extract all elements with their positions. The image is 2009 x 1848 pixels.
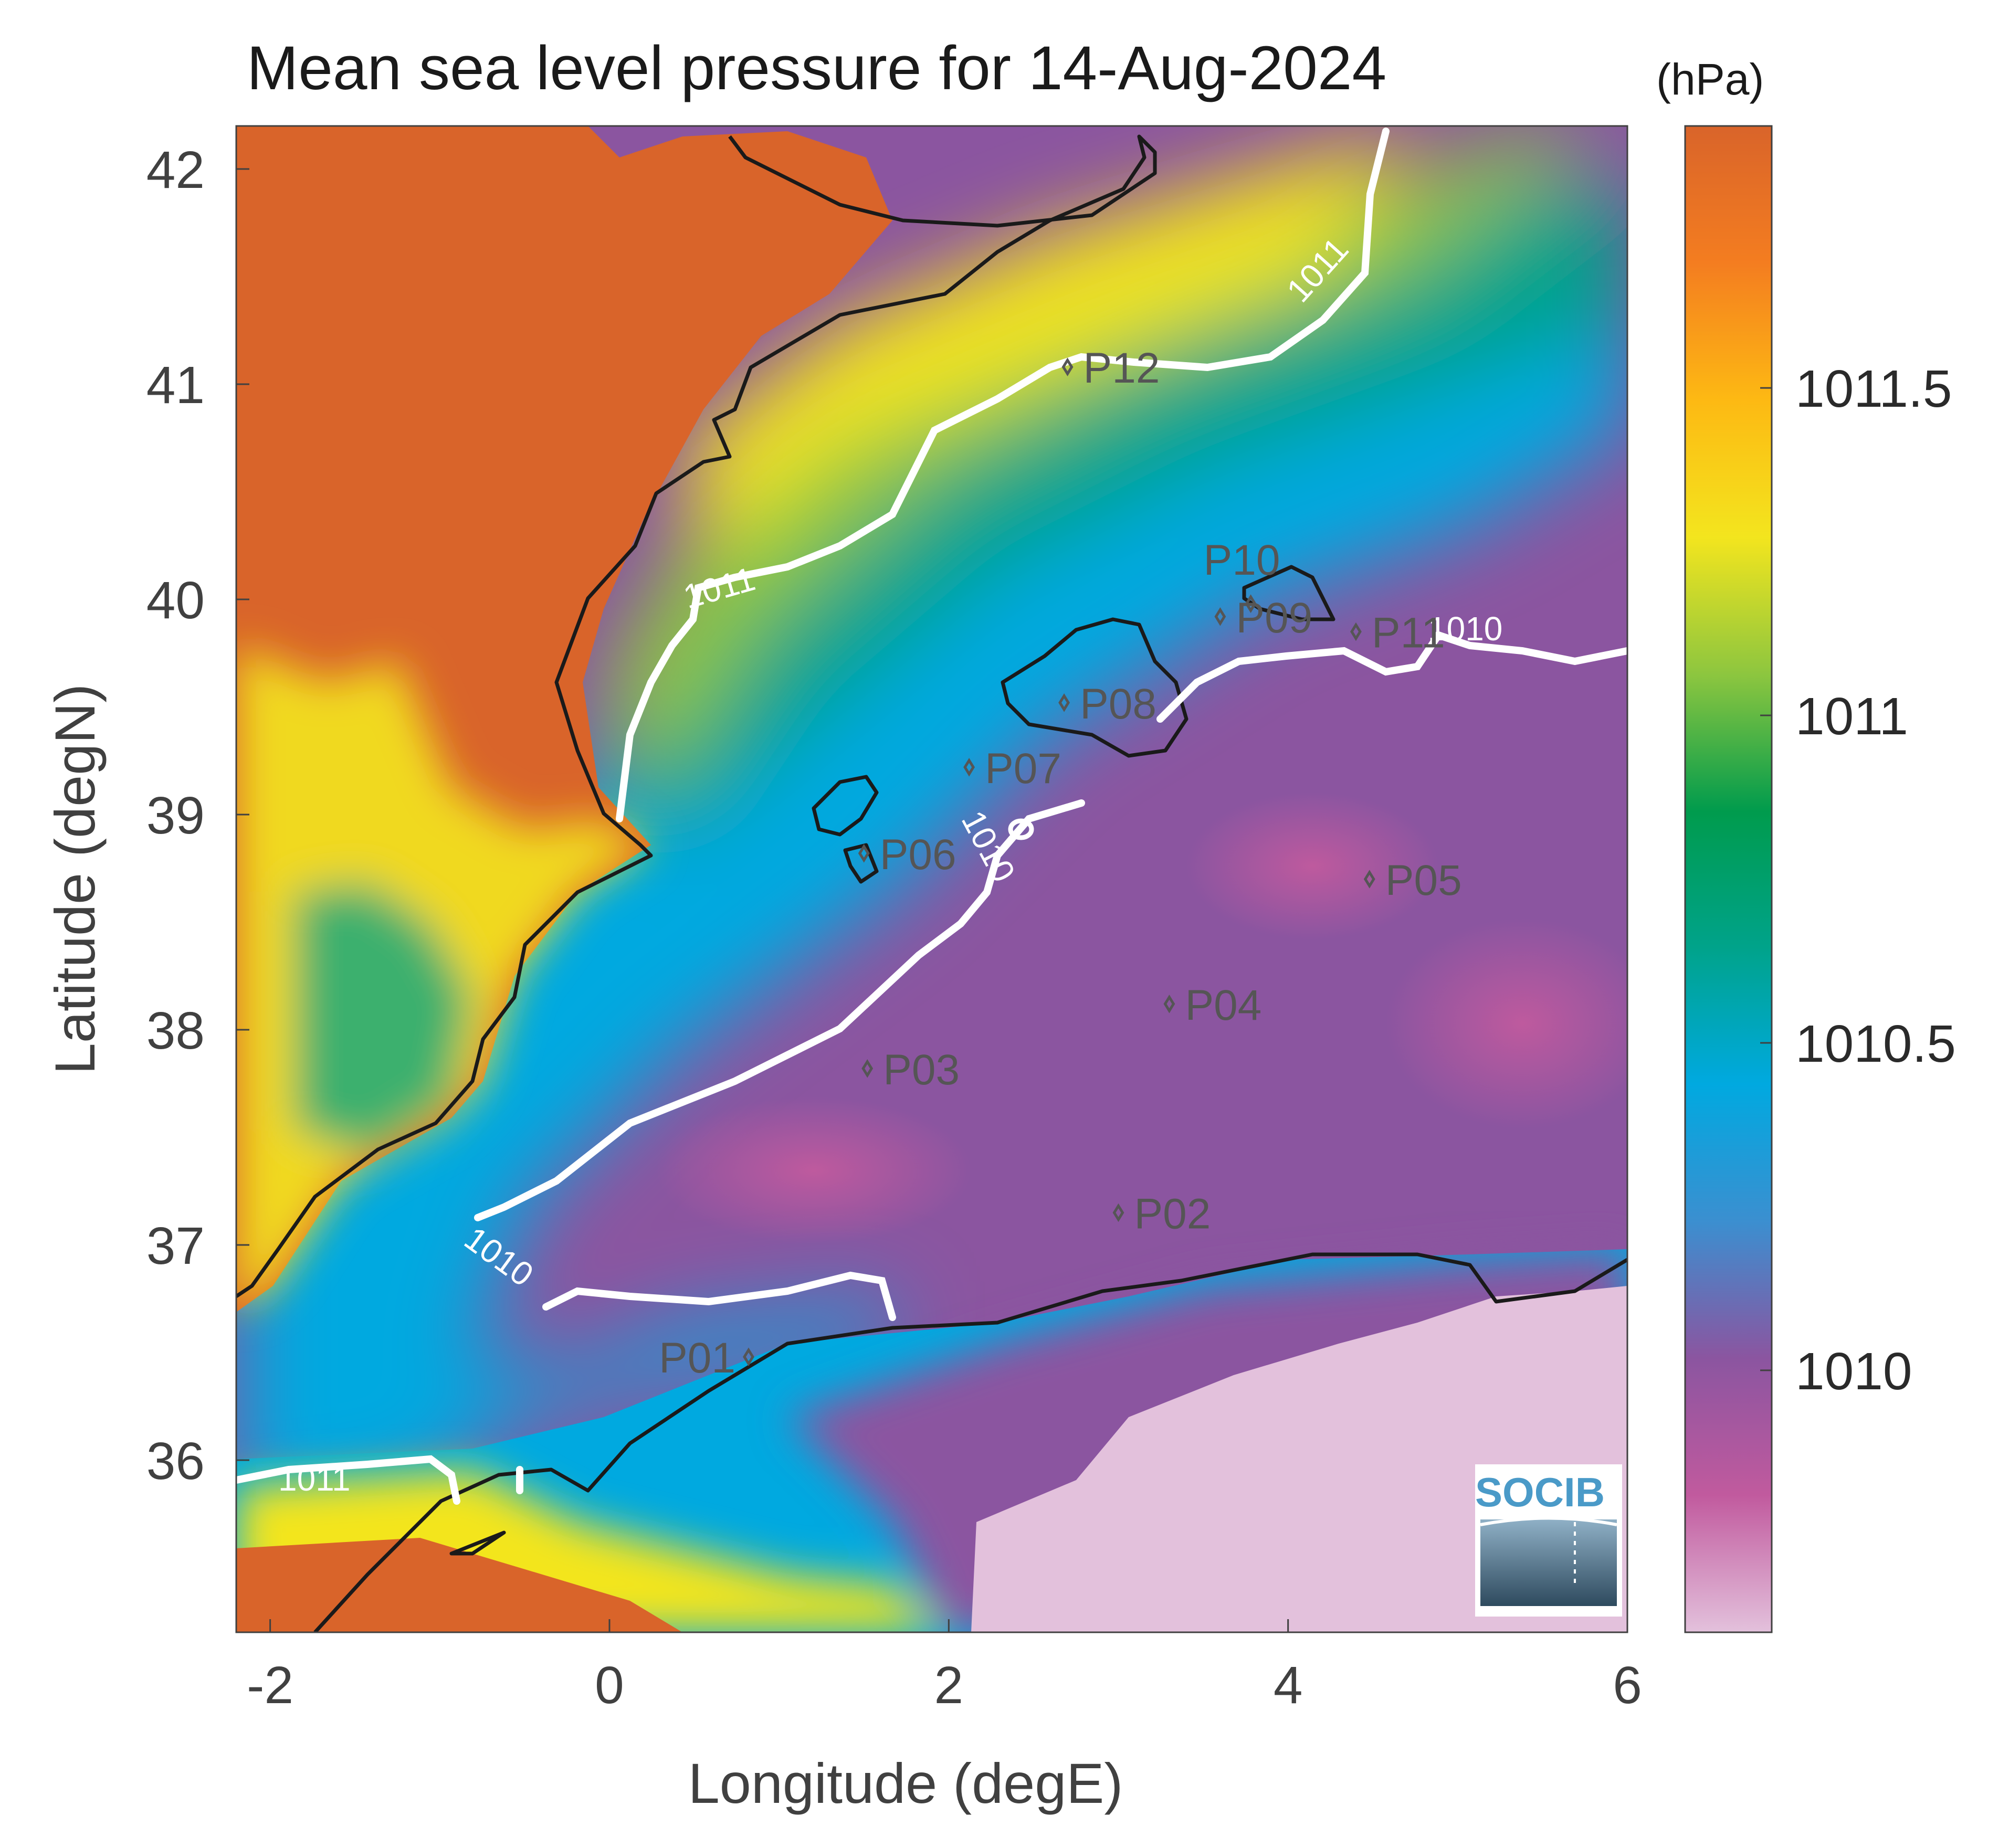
- colorbar-ticks: 1010 1010.5 1011 1011.5: [1760, 360, 1956, 1401]
- coastline-mallorca: [1001, 617, 1188, 758]
- low-center-west: [656, 1097, 971, 1244]
- low-center-east: [1386, 918, 1627, 1128]
- station-label: P03: [883, 1046, 960, 1094]
- socib-logo-text: SOCIB: [1475, 1469, 1605, 1515]
- station-label: P10: [1204, 536, 1280, 584]
- coastlines: [236, 134, 1627, 1632]
- contour-1010-ring: [1008, 818, 1034, 840]
- contour-label: 1010: [1428, 610, 1502, 648]
- low-center-mid: [1186, 793, 1438, 939]
- chart-title: Mean sea level pressure for 14-Aug-2024: [247, 34, 1386, 103]
- station-label: P08: [1080, 680, 1156, 728]
- x-tick-label: 2: [934, 1656, 964, 1715]
- station-marker-icon: [1061, 357, 1074, 376]
- station-label: P05: [1385, 857, 1462, 904]
- coastline-north-africa: [313, 1252, 1627, 1632]
- station-p01: P01: [659, 1334, 754, 1382]
- land-coastal-green: [294, 882, 472, 1155]
- colorbar-tick-label: 1010.5: [1795, 1015, 1956, 1073]
- station-label: P12: [1084, 344, 1160, 392]
- colorbar-tick-label: 1011: [1795, 687, 1908, 746]
- station-marker-icon: [1163, 995, 1175, 1013]
- y-tick-label: 36: [146, 1432, 205, 1491]
- contour-label: 1011: [278, 1460, 351, 1498]
- y-tick-label: 41: [146, 356, 205, 415]
- field-band-teal: [577, 173, 1627, 840]
- map-plot-area: 1011 1011 1011 1010 1010 1010 P01P02P03P…: [236, 126, 1627, 1632]
- station-label: P07: [985, 745, 1061, 793]
- coastline-ibiza: [812, 775, 879, 837]
- station-label: P02: [1134, 1190, 1211, 1238]
- station-label: P11: [1372, 609, 1445, 657]
- colorbar-tick-label: 1011.5: [1795, 360, 1952, 418]
- y-tick-label: 39: [146, 786, 205, 845]
- x-axis-label: Longitude (degE): [688, 1751, 1123, 1815]
- station-p07: P07: [963, 745, 1061, 793]
- coastline-iberia: [236, 134, 1157, 1298]
- socib-logo: SOCIB: [1475, 1464, 1622, 1617]
- station-marker-icon: [1214, 607, 1226, 626]
- station-label: P01: [659, 1334, 735, 1382]
- y-axis: 36 37 38 39 40 41 42: [146, 141, 249, 1491]
- colorbar-tick-label: 1010: [1795, 1342, 1912, 1401]
- station-p06: P06: [858, 831, 956, 879]
- station-p08: P08: [1058, 680, 1156, 728]
- coastline-menorca: [1242, 565, 1335, 621]
- field-band-green: [604, 131, 1601, 787]
- contour-lines: [236, 128, 1627, 1505]
- station-p04: P04: [1163, 981, 1261, 1029]
- field-band-yellow: [682, 131, 1417, 551]
- y-axis-label: Latitude (degN): [43, 684, 107, 1074]
- colorbar-unit: (hPa): [1656, 55, 1764, 104]
- coastline-formentera: [843, 843, 879, 884]
- x-tick-label: 4: [1274, 1656, 1303, 1715]
- station-marker-icon: [1245, 594, 1257, 613]
- land-sahara-pink: [971, 1286, 1627, 1632]
- station-label: P06: [880, 831, 956, 879]
- contour-1010-africa: [542, 1271, 896, 1321]
- contour-1010-east: [1156, 630, 1627, 723]
- colorbar: [1684, 125, 1773, 1633]
- station-p05: P05: [1363, 857, 1462, 904]
- station-marker-icon: [963, 758, 975, 777]
- station-p02: P02: [1112, 1190, 1211, 1238]
- coastline-alboran: [449, 1530, 506, 1556]
- land-africa-orange: [236, 1538, 682, 1632]
- contour-1011-africa: [236, 1455, 460, 1505]
- station-marker-icon: [1350, 622, 1362, 641]
- station-marker-icon: [1112, 1203, 1124, 1222]
- y-tick-label: 42: [146, 141, 205, 199]
- station-p11: P11: [1350, 609, 1445, 657]
- station-marker-icon: [1058, 693, 1070, 712]
- contour-1011-north: [616, 128, 1390, 822]
- plot-frame: [235, 125, 1628, 1633]
- station-marker-icon: [1363, 870, 1375, 889]
- x-tick-label: 0: [595, 1656, 624, 1715]
- station-p12: P12: [1061, 344, 1160, 392]
- x-tick-label: 6: [1613, 1656, 1642, 1715]
- contour-1010-main: [474, 799, 1085, 1221]
- station-p03: P03: [861, 1046, 960, 1094]
- station-label: P04: [1185, 981, 1261, 1029]
- station-p10: P10: [1204, 536, 1280, 613]
- x-tick-label: -2: [247, 1656, 293, 1715]
- station-marker-icon: [861, 1059, 874, 1078]
- station-marker-icon: [858, 844, 870, 863]
- y-tick-label: 40: [146, 571, 205, 630]
- x-axis: -2 0 2 4 6: [247, 1619, 1642, 1715]
- field-band-blue: [236, 220, 1627, 1522]
- y-tick-label: 38: [146, 1001, 205, 1060]
- station-marker-icon: [743, 1347, 754, 1366]
- y-tick-label: 37: [146, 1217, 205, 1275]
